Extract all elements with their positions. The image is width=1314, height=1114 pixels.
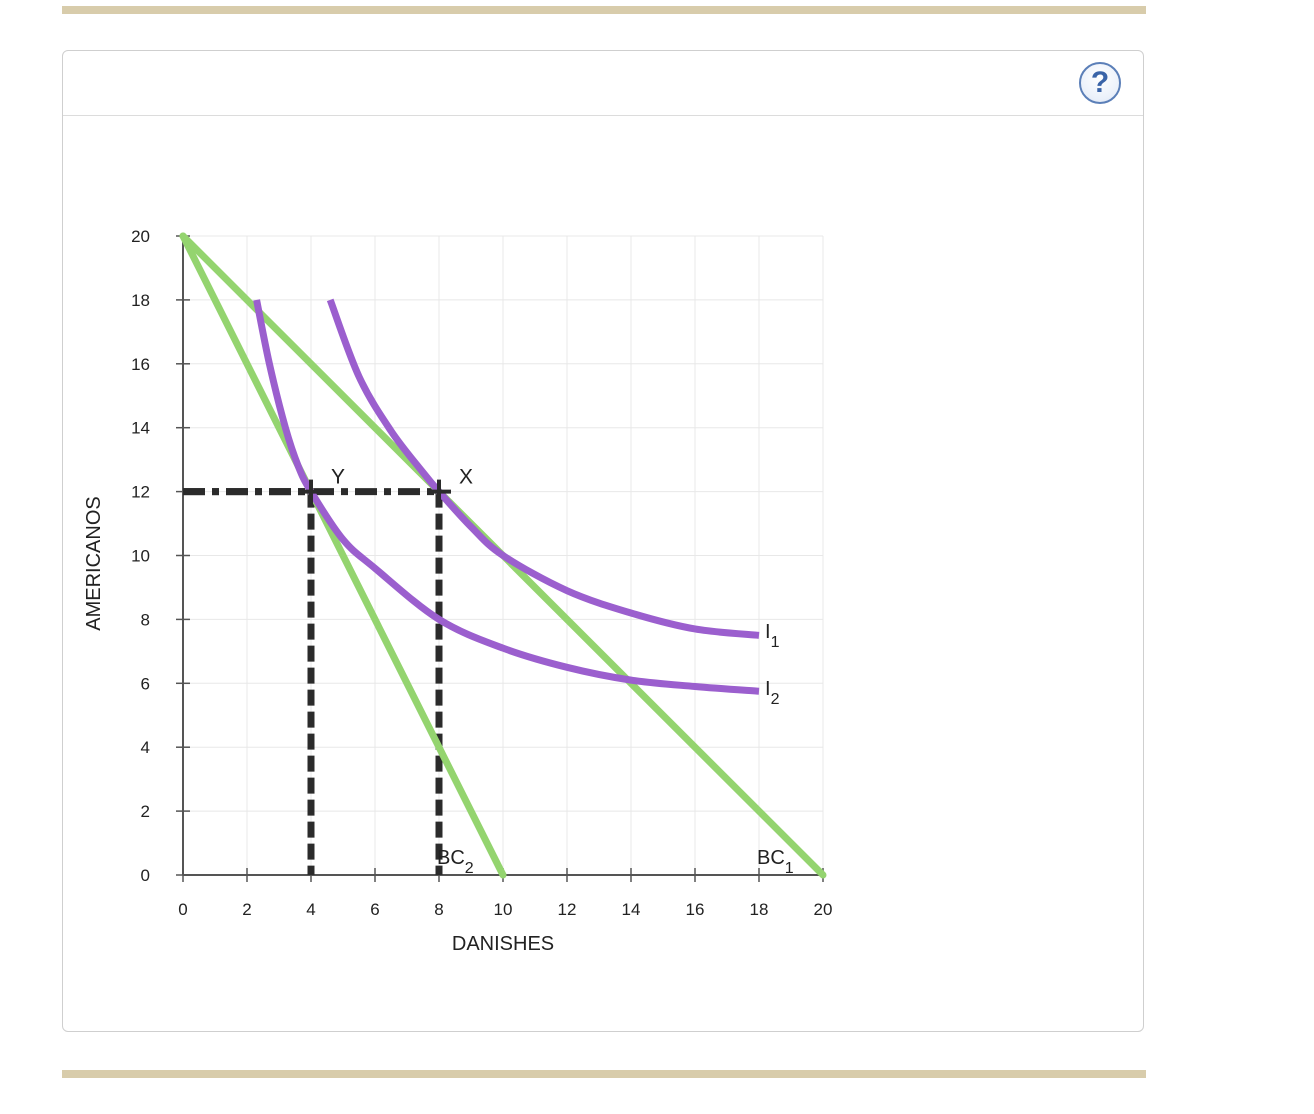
budget-line-bc2 [179,232,507,879]
indifference-curve-i1 [326,298,760,639]
x-tick-label: 18 [750,900,769,919]
x-tick-label: 14 [622,900,641,919]
y-tick-label: 18 [131,291,150,310]
x-tick-label: 16 [686,900,705,919]
y-tick-label: 10 [131,547,150,566]
indifference-curve-i2 [253,299,760,695]
x-tick-label: 8 [434,900,443,919]
y-tick-label: 4 [141,738,150,757]
series-label-i2: I2 [765,678,780,708]
y-tick-label: 16 [131,355,150,374]
y-tick-label: 14 [131,419,150,438]
x-tick-label: 12 [558,900,577,919]
x-tick-label: 4 [306,900,315,919]
question-card: ? [62,50,1144,1032]
y-tick-label: 0 [141,866,150,885]
series-label-bc2: BC2 [437,847,474,877]
y-axis-label: AMERICANOS [83,496,105,630]
x-tick-label: 0 [178,900,187,919]
x-tick-label: 6 [370,900,379,919]
series-label-bc1: BC1 [757,847,794,877]
top-divider [62,6,1146,14]
y-tick-label: 12 [131,483,150,502]
x-tick-label: 10 [494,900,513,919]
x-tick-label: 20 [814,900,833,919]
y-tick-label: 2 [141,802,150,821]
point-label-x: X [459,466,473,489]
x-tick-label: 2 [242,900,251,919]
point-label-y: Y [331,466,345,489]
y-tick-label: 8 [141,610,150,629]
y-tick-label: 6 [141,674,150,693]
bottom-divider [62,1070,1146,1078]
series-label-i1: I1 [765,621,780,651]
help-question-icon[interactable]: ? [1079,62,1121,104]
card-header: ? [63,51,1143,116]
y-tick-label: 20 [131,227,150,246]
x-axis-label: DANISHES [452,933,554,955]
